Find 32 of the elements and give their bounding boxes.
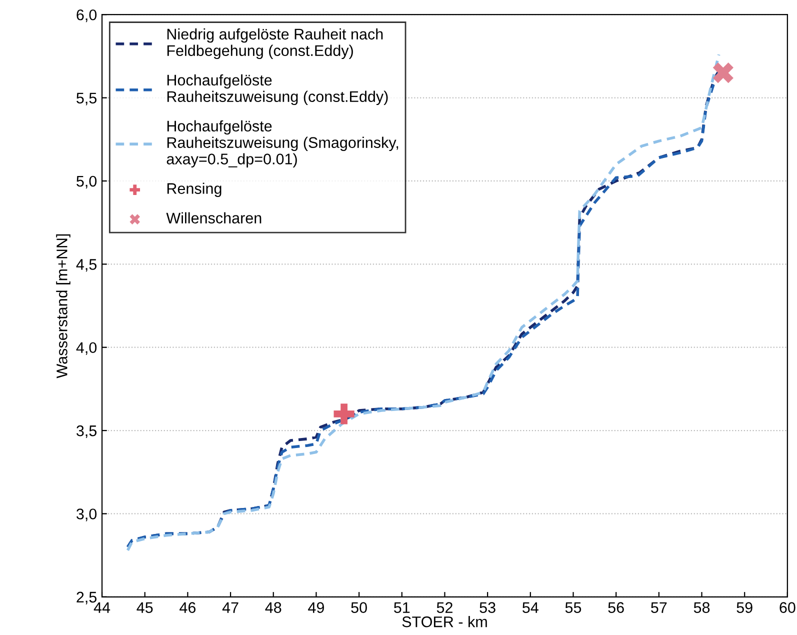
y-tick-label: 6,0 — [76, 9, 97, 22]
x-tick-label: 48 — [265, 602, 282, 613]
legend-label: Rensing — [167, 182, 222, 197]
y-tick-label: 3,5 — [76, 425, 97, 438]
y-axis-title: Wasserstand [m+NN] — [56, 234, 70, 378]
x-tick-label: 53 — [480, 602, 496, 613]
legend-label: Willenscharen — [166, 212, 262, 224]
legend-label: Hochaufgelöste Rauheitszuweisung (const.Eddy) — [167, 74, 388, 106]
x-tick-label: 47 — [222, 602, 238, 613]
x-tick-label: 56 — [608, 602, 624, 613]
x-tick-label: 57 — [651, 602, 667, 613]
x-tick-label: 59 — [736, 602, 752, 613]
y-tick-label: 5,0 — [76, 176, 97, 188]
y-tick-label: 4,0 — [76, 342, 97, 355]
y-tick-label: 4,5 — [76, 259, 97, 272]
x-tick-label: 55 — [565, 602, 582, 613]
y-tick-label: 3,0 — [76, 508, 97, 522]
x-tick-label: 58 — [694, 602, 710, 613]
x-tick-label: 46 — [180, 602, 196, 613]
x-tick-label: 44 — [94, 602, 110, 613]
x-tick-label: 51 — [394, 602, 410, 613]
x-tick-label: 49 — [308, 602, 324, 613]
x-tick-label: 52 — [436, 602, 452, 613]
y-tick-label: 5,5 — [76, 92, 97, 106]
x-tick-label: 50 — [351, 602, 367, 613]
x-tick-label: 54 — [522, 602, 538, 613]
x-tick-label: 60 — [780, 602, 796, 613]
y-tick-label: 2,5 — [76, 592, 97, 604]
x-tick-label: 45 — [136, 602, 153, 613]
legend-label: Hochaufgelöste Rauheitszuweisung (Smagorinsky, axay=0.5_dp=0.01) — [166, 120, 398, 168]
x-axis-title: STOER - km — [402, 616, 487, 628]
legend-label: Niedrig aufgelöste Rauheit nach Feldbegehung (const.Eddy) — [167, 28, 383, 60]
